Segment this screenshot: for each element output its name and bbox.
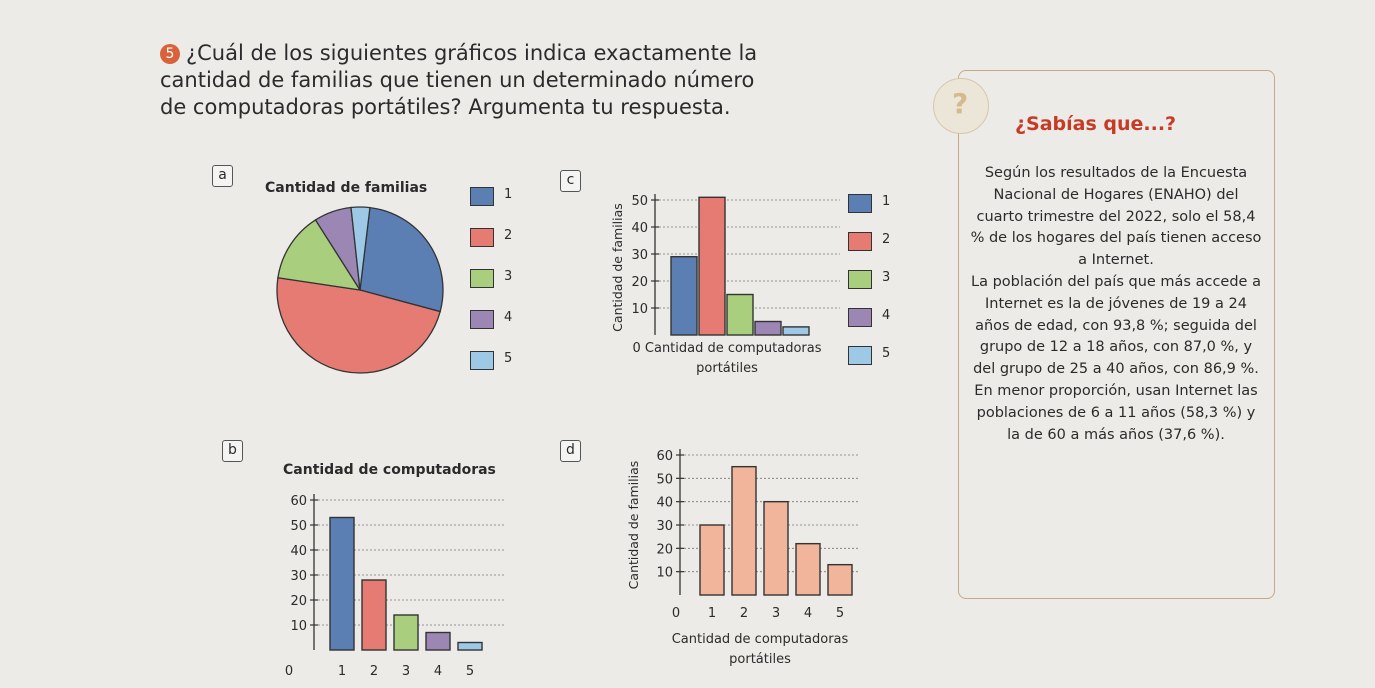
- chart-c-ytick-label: 10: [631, 302, 648, 317]
- chart-c-legend-swatch-3: [848, 270, 872, 289]
- chart-c-ytick-label: 50: [631, 194, 648, 209]
- chart-a-legend-swatch-1: [470, 187, 494, 206]
- chart-b-ytick-label: 40: [290, 544, 307, 559]
- chart-b-ytick-label: 30: [290, 569, 307, 584]
- chart-b-title: Cantidad de computadoras: [283, 462, 496, 478]
- chart-b-bar-3: [393, 614, 419, 651]
- chart-c-xlabel-line-2: portátiles: [696, 361, 758, 376]
- chart-c-bar-2: [698, 196, 726, 336]
- chart-d-xtick-label: 3: [772, 606, 780, 621]
- chart-c-legend-label-3: 3: [882, 270, 891, 285]
- chart-d-bar-1: [699, 524, 725, 596]
- pie-slice-5: [350, 206, 371, 291]
- option-d-tag: d: [560, 440, 581, 462]
- question-line-3: de computadoras portátiles? Argumenta tu…: [160, 95, 731, 119]
- chart-d-bar-4: [795, 542, 821, 596]
- chart-b-bar-5: [457, 641, 483, 651]
- chart-b-ytick-label: 60: [290, 494, 307, 509]
- chart-c-legend-label-4: 4: [882, 308, 891, 323]
- chart-c-legend-swatch-2: [848, 232, 872, 251]
- chart-d-bar-2: [731, 465, 757, 596]
- chart-a-pie: [276, 206, 444, 374]
- chart-b-xtick-label: 3: [402, 664, 410, 679]
- chart-a-title: Cantidad de familias: [265, 180, 428, 196]
- chart-b-bar-4: [425, 631, 451, 651]
- chart-d: 10 20 30 40 50 60 0 1 2 3 4 5 Cantidad de familias Ca…: [626, 449, 860, 667]
- chart-d-bar-3: [763, 500, 789, 596]
- chart-a-legend-label-1: 1: [504, 187, 513, 202]
- sidebar-paragraph-1: Según los resultados de la Encuesta Naci…: [970, 165, 1262, 269]
- chart-d-ytick-label: 10: [656, 566, 673, 581]
- chart-b-bar-1: [329, 516, 355, 651]
- question-line-1: 5 ¿Cuál de los siguientes gráficos indica…: [160, 40, 900, 67]
- option-a-tag: a: [212, 165, 233, 187]
- chart-a-legend-swatch-2: [470, 228, 494, 247]
- pie-slice-3: [277, 219, 362, 291]
- question-text-1: ¿Cuál de los siguientes gráficos indica …: [186, 41, 758, 65]
- chart-c-ytick-label: 30: [631, 248, 648, 263]
- question-number: 5: [160, 44, 180, 64]
- chart-d-ytick-label: 40: [656, 496, 673, 511]
- chart-c-ytick-label: 20: [631, 275, 648, 290]
- chart-b-bar-2: [361, 579, 387, 651]
- chart-a-legend-label-5: 5: [504, 351, 513, 366]
- chart-d-xlabel-line-2: portátiles: [729, 652, 791, 667]
- chart-b-ytick-label: 50: [290, 519, 307, 534]
- chart-d-ytick-label: 60: [656, 449, 673, 464]
- pie-slice-2: [276, 276, 441, 374]
- chart-c: 10 20 30 40 50 Cantidad de familias 0 Cantidad…: [610, 194, 840, 376]
- chart-b-xtick-label: 0: [285, 664, 293, 679]
- chart-c-legend-swatch-4: [848, 308, 872, 327]
- chart-b-ytick-label: 10: [290, 619, 307, 634]
- chart-d-xtick-label: 4: [804, 606, 812, 621]
- option-b-tag: b: [222, 440, 243, 462]
- chart-d-ylabel: Cantidad de familias: [626, 461, 641, 590]
- chart-c-bar-1: [670, 255, 698, 336]
- chart-c-xlabel-line-1: 0 Cantidad de computadoras: [633, 341, 822, 356]
- chart-c-bar-5: [782, 326, 810, 336]
- lightbulb-icon: ?: [933, 78, 989, 134]
- chart-c-bar-3: [726, 293, 754, 336]
- chart-d-xtick-label: 1: [708, 606, 716, 621]
- chart-a-legend-label-3: 3: [504, 269, 513, 284]
- chart-d-ytick-label: 50: [656, 472, 673, 487]
- chart-c-legend-swatch-1: [848, 194, 872, 213]
- chart-a-legend-swatch-4: [470, 310, 494, 329]
- chart-b: 10 20 30 40 50 60 0 1 2 3 4 5: [285, 494, 504, 679]
- chart-d-xtick-label: 5: [836, 606, 844, 621]
- chart-c-bar-4: [754, 320, 782, 336]
- option-c-tag: c: [560, 170, 581, 192]
- sidebar-paragraph-2: La población del país que más accede a I…: [971, 273, 1261, 443]
- chart-d-bar-5: [827, 563, 853, 596]
- chart-d-ytick-label: 30: [656, 519, 673, 534]
- chart-d-ytick-label: 20: [656, 542, 673, 557]
- chart-c-legend-swatch-5: [848, 346, 872, 365]
- chart-a-legend-label-4: 4: [504, 310, 513, 325]
- chart-c-legend-label-2: 2: [882, 232, 891, 247]
- info-panel: [958, 70, 1275, 599]
- chart-b-ytick-label: 20: [290, 594, 307, 609]
- chart-b-xtick-label: 4: [434, 664, 442, 679]
- chart-d-xtick-label: 2: [740, 606, 748, 621]
- question: 5 ¿Cuál de los siguientes gráficos indica…: [160, 40, 900, 121]
- sidebar-text: Según los resultados de la Encuesta Naci…: [968, 163, 1264, 446]
- chart-b-xtick-label: 1: [338, 664, 346, 679]
- question-line-2: cantidad de familias que tienen un deter…: [160, 68, 755, 92]
- chart-c-legend-label-5: 5: [882, 346, 891, 361]
- chart-d-xlabel-line-1: Cantidad de computadoras: [672, 632, 849, 647]
- chart-a-legend-swatch-3: [470, 269, 494, 288]
- chart-b-xtick-label: 2: [370, 664, 378, 679]
- chart-a-legend-swatch-5: [470, 351, 494, 370]
- chart-b-xtick-label: 5: [466, 664, 474, 679]
- chart-c-ylabel: Cantidad de familias: [610, 203, 625, 332]
- chart-c-legend-label-1: 1: [882, 194, 891, 209]
- chart-c-ytick-label: 40: [631, 221, 648, 236]
- chart-d-xtick-label: 0: [672, 606, 680, 621]
- sidebar-title: ¿Sabías que...?: [1015, 113, 1177, 135]
- chart-a-legend-label-2: 2: [504, 228, 513, 243]
- pie-slice-1: [359, 206, 444, 313]
